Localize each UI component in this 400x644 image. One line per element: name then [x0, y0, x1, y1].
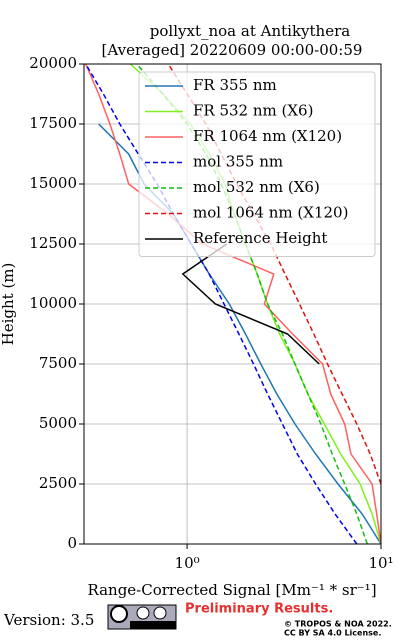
legend-label: mol 1064 nm (X120)	[193, 204, 348, 222]
legend-label: Reference Height	[193, 229, 327, 247]
version: Version: 3.5	[3, 611, 94, 629]
legend-label: mol 355 nm	[193, 153, 283, 171]
legend-box	[138, 71, 376, 257]
series-line	[85, 64, 358, 544]
legend-label: FR 532 nm (X6)	[193, 102, 313, 120]
y-tick-label: 7500	[39, 354, 77, 372]
y-tick-label: 12500	[29, 234, 77, 252]
y-axis-label: Height (m)	[0, 263, 17, 346]
legend-label: mol 532 nm (X6)	[193, 178, 320, 196]
y-tick-label: 10000	[29, 294, 77, 312]
series-line	[181, 243, 320, 365]
chart-subtitle: [Averaged] 20220609 00:00-00:59	[102, 41, 363, 59]
y-tick-label: 5000	[39, 414, 77, 432]
y-tick-label: 2500	[39, 474, 77, 492]
cc-logo	[107, 604, 177, 630]
plot-frame	[83, 63, 382, 545]
license: CC BY SA 4.0 License.	[284, 629, 381, 638]
y-tick-label: 0	[67, 534, 77, 552]
legend-label: FR 1064 nm (X120)	[193, 127, 342, 145]
x-tick-label: 10¹	[368, 554, 393, 572]
x-tick-label: 10⁰	[175, 554, 200, 572]
copyright: © TROPOS & NOA 2022.	[284, 620, 392, 629]
notice: Preliminary Results.	[185, 602, 333, 617]
y-tick-label: 15000	[29, 174, 77, 192]
legend-label: FR 355 nm	[193, 76, 277, 94]
series-line	[85, 64, 381, 544]
y-tick-label: 17500	[29, 114, 77, 132]
y-tick-label: 20000	[29, 54, 77, 72]
chart-title: pollyxt_noa at Antikythera	[150, 22, 350, 40]
x-axis-label: Range-Corrected Signal [Mm⁻¹ * sr⁻¹]	[87, 581, 376, 599]
series-line	[167, 64, 381, 485]
